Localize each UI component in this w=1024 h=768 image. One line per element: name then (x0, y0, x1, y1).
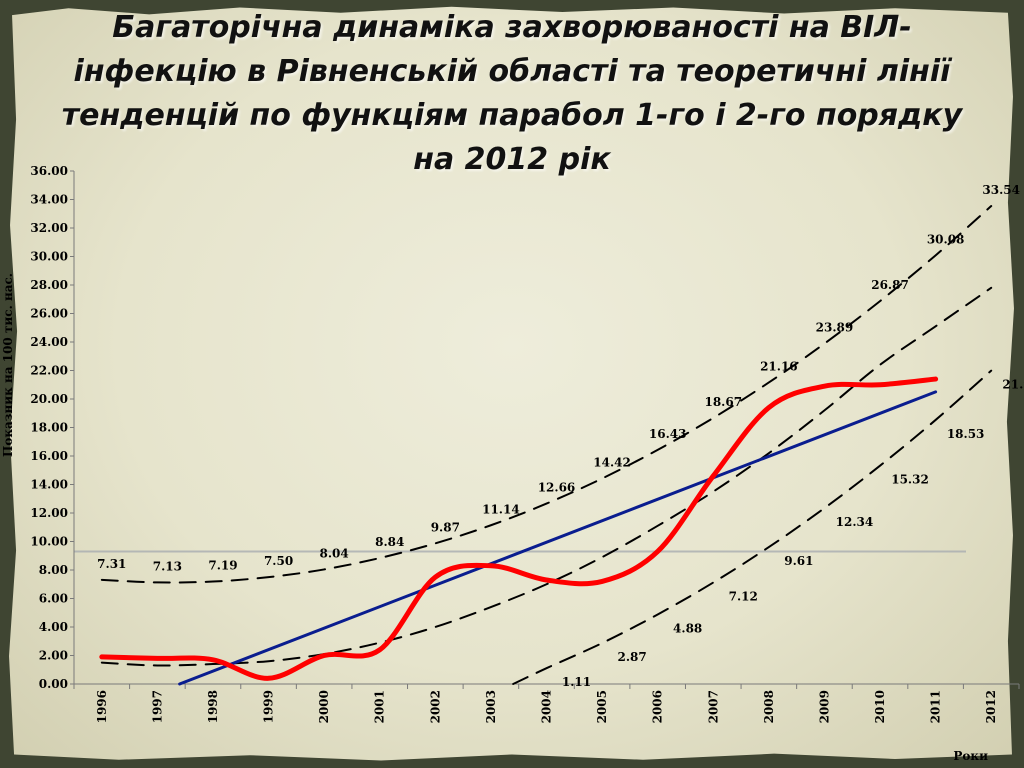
series-linear-trend (178, 390, 938, 686)
x-tick-label: 2000 (317, 690, 331, 723)
lower-value-label: 21.99 (1002, 378, 1024, 392)
x-tick-label: 2002 (428, 690, 442, 723)
x-axis-title: Роки (953, 749, 988, 763)
upper-value-label: 7.13 (153, 559, 182, 573)
lower-value-label: 2.87 (617, 650, 646, 664)
upper-value-label: 9.87 (431, 520, 460, 534)
x-tick-label: 1997 (150, 690, 164, 723)
x-tick-label: 2011 (929, 690, 943, 723)
y-tick-label: 24.00 (30, 335, 68, 349)
x-tick-label: 2005 (595, 690, 609, 723)
y-tick-label: 32.00 (30, 221, 68, 235)
x-tick-label: 2003 (484, 690, 498, 723)
lower-value-label: 15.32 (891, 473, 929, 487)
x-tick-label: 2001 (373, 690, 387, 723)
y-tick-label: 34.00 (30, 193, 68, 207)
lower-value-label: 7.12 (729, 590, 758, 604)
x-tick-label: 2006 (651, 690, 665, 723)
y-tick-label: 30.00 (30, 250, 68, 264)
y-tick-label: 26.00 (30, 307, 68, 321)
lower-value-label: 12.34 (836, 515, 874, 529)
series-upper-bound (100, 205, 993, 584)
y-tick-label: 2.00 (39, 649, 68, 663)
x-tick-label: 2010 (873, 690, 887, 723)
upper-value-label: 8.84 (375, 535, 404, 549)
x-tick-label: 1996 (95, 690, 109, 723)
x-tick-label: 2012 (984, 690, 998, 723)
y-tick-label: 0.00 (39, 677, 68, 691)
y-tick-label: 14.00 (30, 478, 68, 492)
upper-value-label: 33.54 (982, 183, 1020, 197)
y-tick-label: 18.00 (30, 421, 68, 435)
y-tick-label: 36.00 (30, 164, 68, 178)
x-tick-label: 1999 (262, 690, 276, 723)
x-tick-label: 1998 (206, 690, 220, 723)
y-tick-label: 8.00 (39, 563, 68, 577)
lower-value-label: 18.53 (947, 427, 985, 441)
upper-value-label: 7.19 (208, 559, 237, 573)
y-tick-label: 28.00 (30, 278, 68, 292)
series-parabola-2nd-order (100, 286, 993, 667)
upper-value-label: 11.14 (482, 502, 520, 516)
page-title: Багаторічна динаміка захворюваності на В… (61, 10, 963, 177)
y-tick-label: 16.00 (30, 449, 68, 463)
upper-value-label: 26.87 (871, 278, 909, 292)
upper-value-label: 21.16 (760, 359, 798, 373)
upper-value-label: 14.42 (593, 456, 631, 470)
x-tick-label: 2007 (706, 690, 720, 723)
lower-value-label: 9.61 (784, 554, 813, 568)
x-tick-label: 2008 (762, 690, 776, 723)
y-tick-label: 20.00 (30, 392, 68, 406)
x-tick-label: 2004 (540, 690, 554, 723)
lower-value-label: 4.88 (673, 621, 702, 635)
upper-value-label: 18.67 (704, 395, 742, 409)
upper-value-label: 16.43 (649, 427, 687, 441)
y-tick-label: 6.00 (39, 592, 68, 606)
upper-value-label: 7.50 (264, 554, 293, 568)
y-tick-label: 4.00 (39, 620, 68, 634)
y-tick-label: 12.00 (30, 506, 68, 520)
upper-value-label: 12.66 (538, 481, 576, 495)
x-tick-label: 2009 (817, 690, 831, 723)
y-tick-label: 10.00 (30, 535, 68, 549)
upper-value-label: 30.08 (927, 232, 965, 246)
y-axis-title: Показник на 100 тис. нас. (1, 273, 15, 457)
y-tick-label: 22.00 (30, 364, 68, 378)
lower-value-label: 1.11 (562, 675, 591, 689)
upper-value-label: 8.04 (320, 546, 349, 560)
upper-value-label: 23.89 (816, 321, 854, 335)
series-actual (99, 376, 939, 681)
upper-value-label: 7.31 (97, 557, 126, 571)
series-lower-bound (512, 369, 993, 685)
